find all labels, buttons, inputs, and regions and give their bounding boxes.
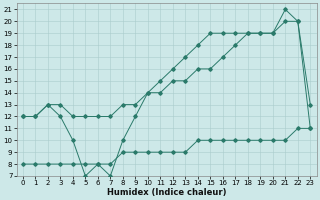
X-axis label: Humidex (Indice chaleur): Humidex (Indice chaleur) [107,188,226,197]
